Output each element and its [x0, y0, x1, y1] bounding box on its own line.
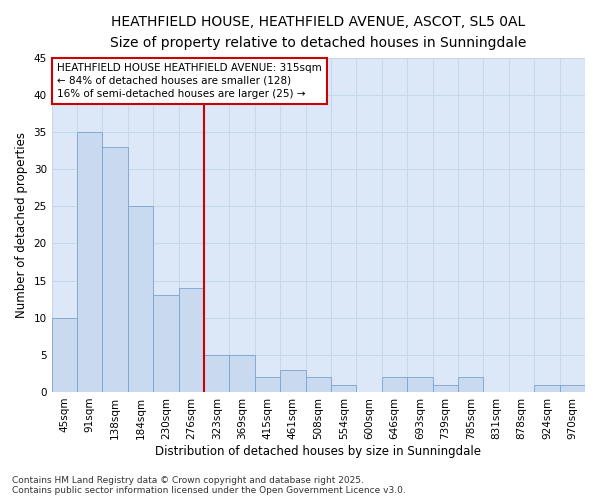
Bar [103, 147, 128, 392]
Bar [52, 318, 77, 392]
Bar [77, 132, 103, 392]
Bar [560, 384, 585, 392]
Bar [128, 206, 153, 392]
Bar [534, 384, 560, 392]
Bar [407, 377, 433, 392]
Text: HEATHFIELD HOUSE HEATHFIELD AVENUE: 315sqm
← 84% of detached houses are smaller : HEATHFIELD HOUSE HEATHFIELD AVENUE: 315s… [57, 62, 322, 99]
Title: HEATHFIELD HOUSE, HEATHFIELD AVENUE, ASCOT, SL5 0AL
Size of property relative to: HEATHFIELD HOUSE, HEATHFIELD AVENUE, ASC… [110, 15, 527, 50]
Bar [280, 370, 305, 392]
Bar [204, 355, 229, 392]
Text: Contains HM Land Registry data © Crown copyright and database right 2025.
Contai: Contains HM Land Registry data © Crown c… [12, 476, 406, 495]
Bar [433, 384, 458, 392]
X-axis label: Distribution of detached houses by size in Sunningdale: Distribution of detached houses by size … [155, 444, 481, 458]
Bar [331, 384, 356, 392]
Bar [229, 355, 255, 392]
Bar [382, 377, 407, 392]
Bar [458, 377, 484, 392]
Y-axis label: Number of detached properties: Number of detached properties [15, 132, 28, 318]
Bar [305, 377, 331, 392]
Bar [153, 296, 179, 392]
Bar [255, 377, 280, 392]
Bar [179, 288, 204, 392]
